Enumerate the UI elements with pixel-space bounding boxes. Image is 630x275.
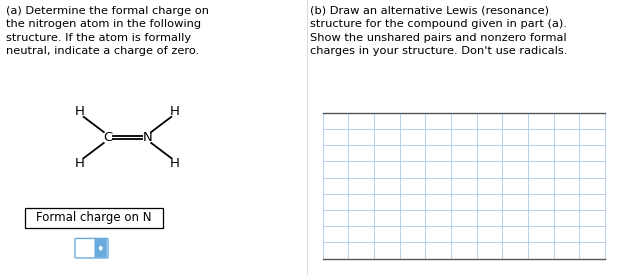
Text: Formal charge on N: Formal charge on N xyxy=(36,211,151,224)
Text: H: H xyxy=(170,157,180,170)
Text: (a) Determine the formal charge on
the nitrogen atom in the following
structure.: (a) Determine the formal charge on the n… xyxy=(6,6,209,56)
Text: H: H xyxy=(170,105,180,118)
FancyBboxPatch shape xyxy=(25,208,163,228)
Text: N: N xyxy=(142,131,152,144)
Text: H: H xyxy=(75,157,85,170)
FancyBboxPatch shape xyxy=(94,239,107,257)
Text: (b) Draw an alternative Lewis (resonance)
structure for the compound given in pa: (b) Draw an alternative Lewis (resonance… xyxy=(310,6,568,56)
Text: C: C xyxy=(103,131,112,144)
Text: H: H xyxy=(75,105,85,118)
FancyBboxPatch shape xyxy=(75,238,108,258)
